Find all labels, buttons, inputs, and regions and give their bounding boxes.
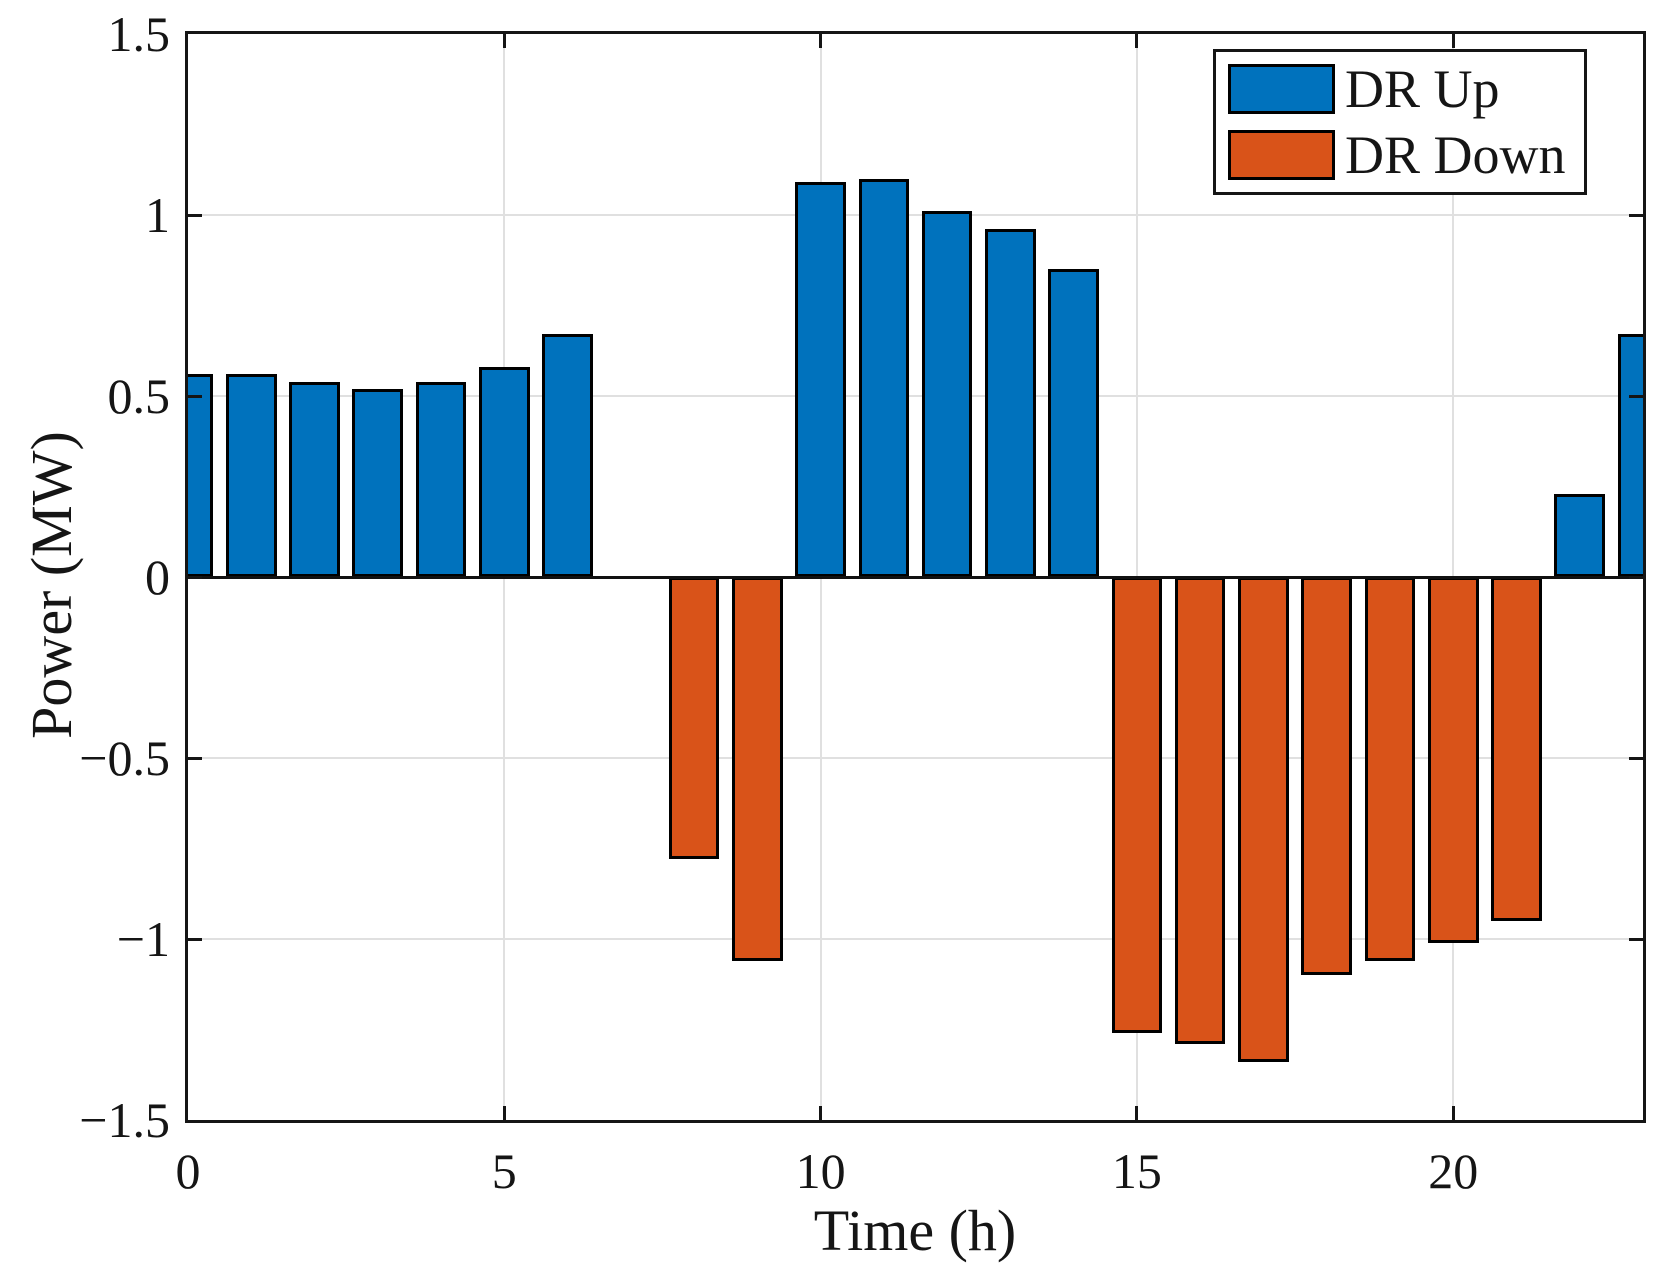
zero-baseline xyxy=(188,575,1643,579)
bar-dr-down-h16 xyxy=(1174,577,1226,1044)
plot-content xyxy=(188,34,1643,1120)
bar-dr-up-h0 xyxy=(188,374,214,577)
y-tick-0 xyxy=(188,575,202,579)
plot-area xyxy=(185,31,1646,1123)
bar-dr-up-h12 xyxy=(921,211,973,577)
y-tick-label-1.5: 1.5 xyxy=(107,6,171,62)
bar-dr-down-h9 xyxy=(732,577,783,961)
bar-dr-down-h21 xyxy=(1491,577,1542,921)
y-tick-label-1: 1 xyxy=(145,187,170,243)
gridline-y--0.5 xyxy=(188,757,1643,759)
bar-dr-up-h4 xyxy=(415,381,467,577)
x-tick-20 xyxy=(1451,1106,1455,1120)
x-tick-label-15: 15 xyxy=(1111,1143,1162,1199)
gridline-y-1 xyxy=(188,214,1643,216)
x-tick-top-15 xyxy=(1135,34,1139,48)
y-tick-label--1: −1 xyxy=(116,911,170,967)
x-axis-title: Time (h) xyxy=(813,1198,1017,1263)
y-tick--1 xyxy=(188,937,202,941)
y-tick--0.5 xyxy=(188,756,202,760)
legend-swatch-dr-down xyxy=(1228,130,1335,180)
gridline-y-0.5 xyxy=(188,395,1643,397)
bar-dr-up-h6 xyxy=(542,334,593,577)
bar-dr-up-h2 xyxy=(289,381,340,577)
y-tick-right--0.5 xyxy=(1629,756,1643,760)
x-tick-top-20 xyxy=(1451,34,1455,48)
legend: DR Up DR Down xyxy=(1213,49,1587,195)
y-tick-right-0 xyxy=(1629,575,1643,579)
gridline-y--1 xyxy=(188,938,1643,940)
y-axis-title: Power (MW) xyxy=(19,431,84,739)
x-tick-label-10: 10 xyxy=(795,1143,846,1199)
x-tick-5 xyxy=(502,1106,506,1120)
bar-dr-down-h19 xyxy=(1364,577,1416,961)
y-tick-0.5 xyxy=(188,394,202,398)
x-tick-top-10 xyxy=(819,34,823,48)
legend-entry-dr-up: DR Up xyxy=(1228,61,1584,117)
y-tick-label-0: 0 xyxy=(145,549,170,605)
bar-dr-up-h5 xyxy=(479,367,530,577)
bar-dr-down-h18 xyxy=(1301,577,1352,976)
x-tick-label-0: 0 xyxy=(175,1143,201,1199)
bar-dr-up-h13 xyxy=(985,229,1036,577)
bar-dr-up-h1 xyxy=(225,374,277,577)
y-tick-label--0.5: −0.5 xyxy=(79,730,170,786)
bar-dr-up-h3 xyxy=(352,388,404,577)
y-tick-right--1 xyxy=(1629,937,1643,941)
y-tick-label-0.5: 0.5 xyxy=(107,368,171,424)
bar-dr-up-h23 xyxy=(1617,334,1643,577)
x-tick-label-20: 20 xyxy=(1428,1143,1479,1199)
y-tick-right-1 xyxy=(1629,213,1643,217)
bar-dr-down-h20 xyxy=(1427,577,1479,943)
bar-dr-down-h8 xyxy=(668,577,720,860)
bar-dr-down-h17 xyxy=(1238,577,1289,1063)
legend-label-dr-up: DR Up xyxy=(1345,59,1500,119)
legend-label-dr-down: DR Down xyxy=(1345,125,1566,185)
bar-dr-up-h11 xyxy=(858,178,910,577)
bar-dr-up-h22 xyxy=(1554,493,1606,577)
legend-entry-dr-down: DR Down xyxy=(1228,127,1584,183)
bar-dr-down-h15 xyxy=(1111,577,1163,1034)
y-tick-right-0.5 xyxy=(1629,394,1643,398)
bar-dr-up-h10 xyxy=(795,182,846,577)
y-tick-1 xyxy=(188,213,202,217)
legend-swatch-dr-up xyxy=(1228,64,1335,114)
x-tick-top-5 xyxy=(502,34,506,48)
bar-dr-up-h14 xyxy=(1048,269,1099,577)
y-tick-label--1.5: −1.5 xyxy=(79,1092,170,1148)
x-tick-label-5: 5 xyxy=(491,1143,517,1199)
x-tick-15 xyxy=(1135,1106,1139,1120)
x-tick-10 xyxy=(819,1106,823,1120)
